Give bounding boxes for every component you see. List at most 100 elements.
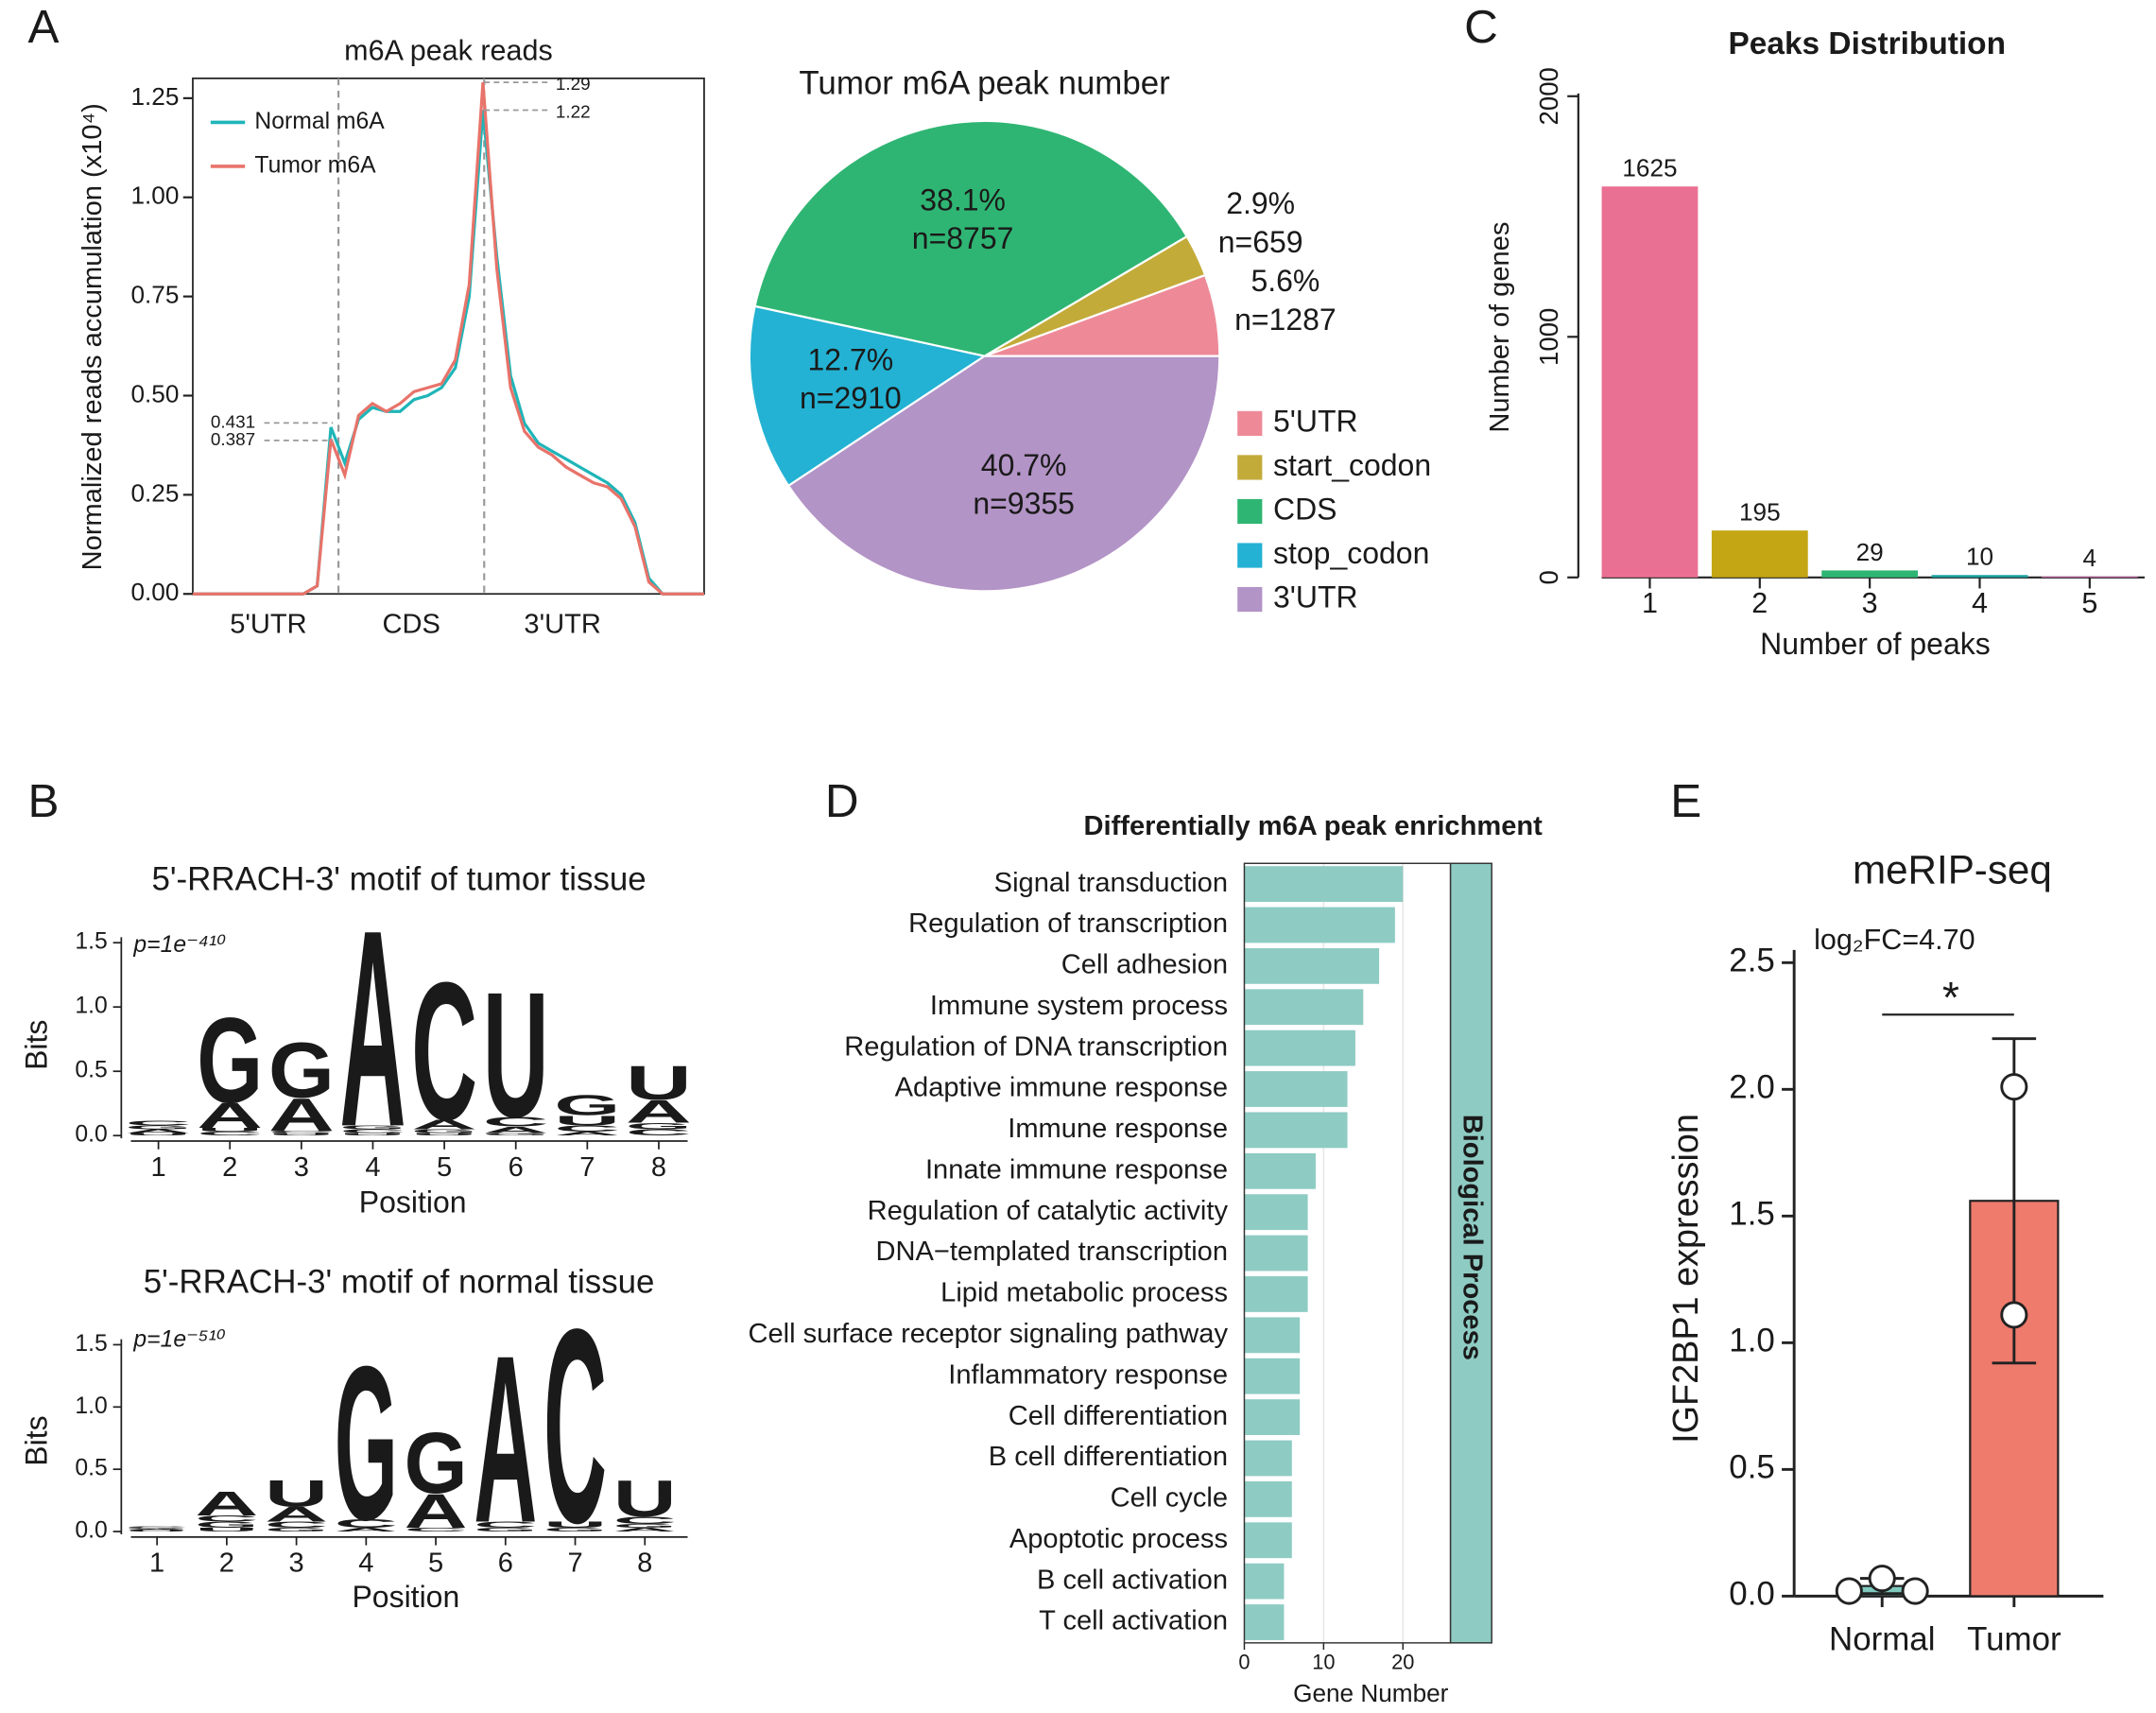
y-tick-label: Cell adhesion [1061,950,1228,980]
logo-letter: G [613,1524,677,1530]
bar [1244,1522,1292,1559]
chart-title: 5'-RRACH-3' motif of tumor tissue [151,860,646,897]
pie-slice [753,119,1189,357]
chart-title: m6A peak reads [344,34,553,66]
bar [1711,530,1808,578]
logo-letter: C [554,1124,622,1134]
bar [1244,989,1364,1026]
slice-label: 2.9% [1226,186,1295,220]
data-point [2000,1073,2028,1101]
bar [1244,866,1404,902]
bar [1244,1194,1308,1231]
x-axis-label: Position [359,1185,467,1219]
legend-label: Normal m6A [254,109,385,134]
logo-letter: A [265,1502,329,1526]
annotation: 1.29 [556,75,591,95]
plot-frame [192,78,705,596]
y-tick-label: 1.5 [75,1331,107,1357]
legend-swatch [1237,410,1263,436]
logo-letter: G [554,1090,620,1121]
logo-letter: G [474,1528,537,1533]
logo-letter: C [543,1272,607,1581]
logo-letter: A [626,1095,692,1131]
y-tick-label: 1.00 [130,182,179,210]
y-tick-label: B cell differentiation [989,1442,1228,1472]
x-tick-label: 6 [498,1549,513,1579]
x-tick-label: 5 [2081,587,2097,619]
value-label: 10 [1966,543,1993,571]
x-tick-label: 8 [651,1152,666,1183]
y-tick-label: B cell activation [1037,1565,1228,1595]
logo-letter: A [126,1129,192,1134]
logo-letter: A [554,1132,620,1137]
logo-letter: U [483,956,549,1155]
significance-label: * [1942,973,1959,1022]
x-region-label: CDS [382,609,440,639]
y-tick-label: 0.5 [1729,1449,1775,1486]
y-tick-label: 0 [1534,570,1563,584]
y-tick-label: Regulation of catalytic activity [868,1196,1229,1226]
y-tick-label: T cell activation [1039,1606,1228,1636]
group-label: Biological Process [1457,1115,1488,1360]
y-tick-label: Regulation of transcription [908,908,1228,939]
legend-swatch [1237,498,1263,525]
p-value: p=1e⁻⁵¹⁰ [132,1326,225,1352]
legend-label: 3'UTR [1273,580,1358,614]
legend-label: start_codon [1273,448,1431,482]
x-region-label: 3'UTR [524,609,600,639]
y-axis-label: Normalized reads accumulation (x10⁴) [78,103,108,570]
panel-label: C [1464,1,1498,53]
x-region-label: 5'UTR [230,609,306,639]
logo-letter: U [626,1056,692,1110]
value-label: 4 [2083,544,2097,572]
legend-label: Tumor m6A [254,152,376,178]
y-tick-label: 2.5 [1729,943,1775,979]
x-tick-label: 1 [151,1152,166,1183]
pie-slice [748,304,988,488]
logo-letter: U [411,1133,484,1136]
slice-label: n=659 [1218,225,1303,259]
logo-letter: U [613,1469,677,1528]
x-tick-label: 4 [358,1549,373,1579]
legend-swatch [1237,543,1263,568]
x-axis-label: Gene Number [1293,1679,1449,1707]
logo-letter: A [197,1097,263,1136]
y-tick-label: 0.25 [130,478,179,507]
logo-letter: C [613,1515,678,1527]
logo-letter: G [411,1129,486,1134]
panel-label: B [27,775,59,827]
logo-letter: A [340,872,406,1185]
logo-letter: A [474,1305,537,1572]
logo-letter: C [268,1130,341,1133]
logo-letter: U [126,1133,198,1136]
legend-swatch [1237,455,1263,480]
logo-letter: C [483,1115,549,1131]
x-tick-label: 2 [222,1152,237,1183]
annotation: 0.387 [211,430,255,450]
y-tick-label: 0.5 [75,1058,107,1083]
logo-letter: C [126,1527,221,1529]
logo-letter: G [483,1133,550,1136]
logo-letter: C [411,943,477,1162]
y-tick-label: 1.0 [75,1393,107,1419]
y-tick-label: 1000 [1534,308,1563,366]
legend-swatch [1237,586,1263,613]
y-axis-label: Number of genes [1485,222,1515,433]
y-axis-label: IGF2BP1 expression [1666,1114,1706,1444]
y-tick-label: Regulation of DNA transcription [844,1031,1228,1062]
pie-slice [786,355,1221,593]
chart-title: Tumor m6A peak number [799,64,1170,101]
y-tick-label: 1.0 [1729,1323,1775,1359]
logo-letter: U [543,1520,611,1530]
bar [1821,570,1919,578]
y-tick-label: 2000 [1534,67,1563,125]
y-tick-label: 0.0 [75,1122,107,1148]
x-tick-label: 7 [567,1549,582,1579]
panel-label: A [27,1,59,53]
x-axis-label: Number of peaks [1760,627,1991,661]
logo-letter: G [340,1125,415,1131]
y-tick-label: Cell cycle [1111,1483,1228,1514]
x-tick-label: 3 [294,1152,309,1183]
logo-letter: C [126,1118,198,1127]
